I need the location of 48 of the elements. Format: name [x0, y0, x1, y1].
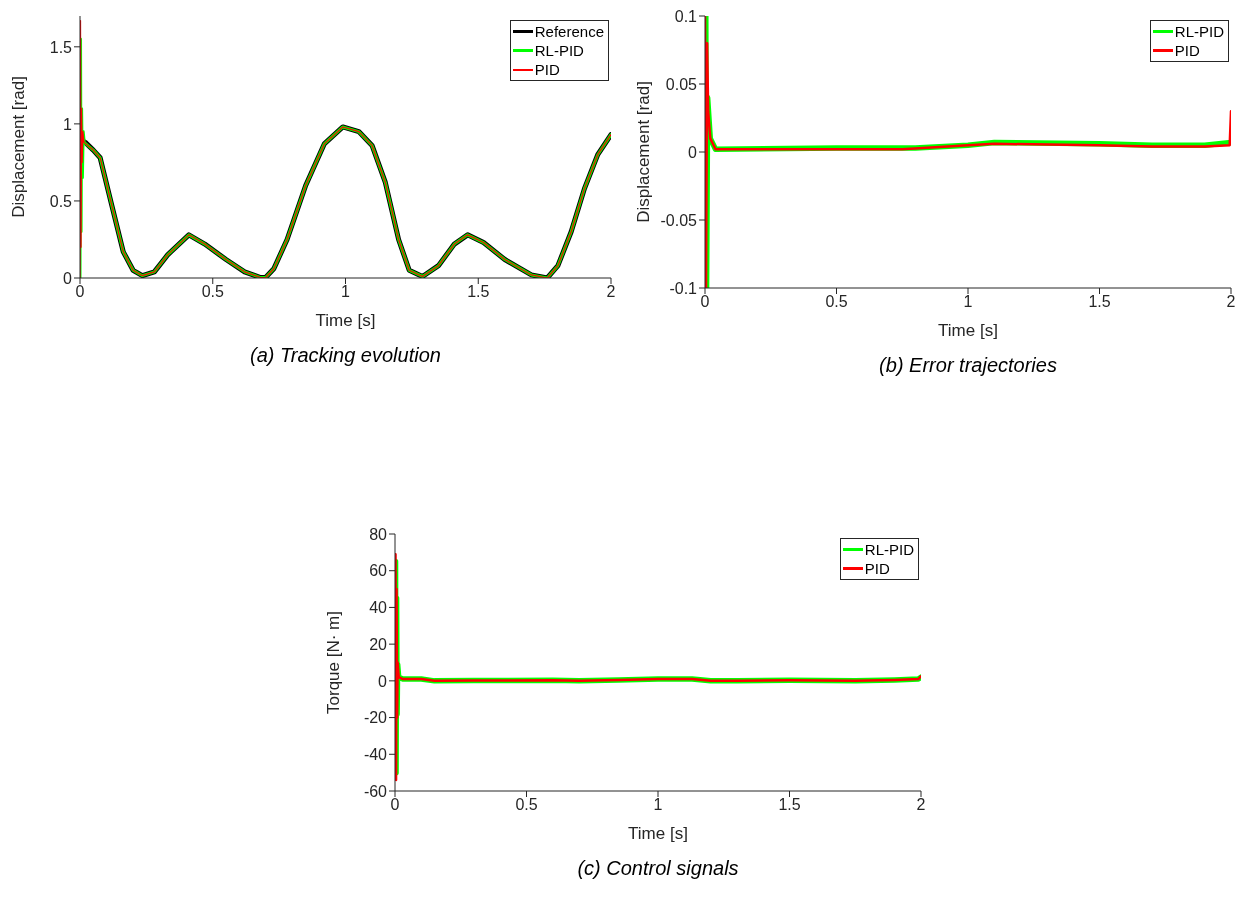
y-tick-label: 60 [369, 562, 388, 580]
y-axis-title: Displacement [rad] [9, 76, 29, 218]
legend-label: RL-PID [1174, 22, 1224, 41]
x-tick-label: 2 [606, 283, 616, 301]
y-tick-label: 0.05 [665, 75, 698, 93]
legend-label: RL-PID [864, 540, 914, 559]
legend-label: PID [864, 559, 890, 578]
x-axis-title: Time [s] [938, 321, 998, 340]
y-tick-label: 0 [378, 672, 388, 690]
y-tick-label: 1 [63, 115, 73, 133]
x-tick-label: 0 [75, 283, 85, 301]
y-tick-label: -60 [363, 782, 388, 800]
x-tick-label: 1 [341, 283, 351, 301]
y-axis-title: Torque [N· m] [324, 611, 344, 714]
legend-label: Reference [534, 22, 604, 41]
x-tick-label: 2 [916, 796, 926, 814]
text: (a) Tracking evolution [249, 344, 442, 367]
y-tick-label: 20 [369, 635, 388, 653]
y-tick-label: -40 [363, 745, 388, 763]
x-tick-label: 1.5 [467, 283, 490, 301]
legend-label: PID [534, 60, 560, 79]
y-tick-label: 80 [369, 525, 388, 543]
text: (b) Error trajectories [878, 354, 1058, 377]
y-tick-label: 0.1 [674, 7, 698, 25]
y-axis-title: Displacement [rad] [634, 81, 654, 223]
x-tick-label: 1 [653, 796, 663, 814]
y-tick-label: 0.5 [49, 192, 73, 210]
legend-label: RL-PID [534, 41, 584, 60]
y-tick-label: 0 [63, 269, 73, 287]
y-tick-label: -0.05 [660, 211, 698, 229]
y-tick-label: -20 [363, 709, 388, 727]
y-tick-label: 1.5 [49, 38, 73, 56]
x-tick-label: 0.5 [201, 283, 224, 301]
x-tick-label: 0 [700, 293, 710, 311]
x-tick-label: 2 [1226, 293, 1235, 311]
x-tick-label: 1.5 [1088, 293, 1111, 311]
x-tick-label: 0 [390, 796, 400, 814]
text: (c) Control signals [576, 857, 740, 880]
y-tick-label: 0 [688, 143, 698, 161]
x-axis-title: Time [s] [315, 311, 376, 330]
x-tick-label: 1.5 [778, 796, 801, 814]
y-tick-label: -0.1 [669, 279, 698, 297]
x-tick-label: 1 [963, 293, 973, 311]
x-axis-title: Time [s] [628, 824, 688, 843]
y-tick-label: 40 [369, 599, 388, 617]
x-tick-label: 0.5 [515, 796, 538, 814]
x-tick-label: 0.5 [825, 293, 848, 311]
legend-label: PID [1174, 41, 1200, 60]
